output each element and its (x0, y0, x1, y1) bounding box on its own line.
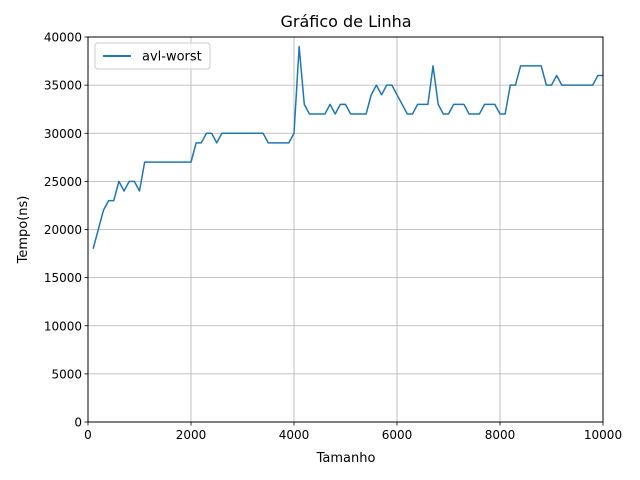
x-tick-label: 8000 (485, 428, 516, 442)
y-tick-label: 5000 (51, 367, 82, 381)
y-tick-label: 40000 (44, 31, 82, 45)
series-line-avl-worst (92, 45, 603, 249)
y-tick-label: 30000 (44, 127, 82, 141)
series-layer (92, 45, 603, 249)
legend: avl-worst (94, 42, 211, 70)
y-tick-label: 25000 (44, 175, 82, 189)
axis-ticks: 0 2000 4000 6000 8000 10000 0 5000 10000 15000 200… (44, 31, 622, 443)
chart-title: Gráfico de Linha (280, 12, 411, 31)
y-tick-label: 10000 (44, 319, 82, 333)
y-tick-label: 15000 (44, 271, 82, 285)
x-tick-label: 4000 (279, 428, 310, 442)
x-tick-label: 10000 (584, 428, 622, 442)
x-axis-label: Tamanho (316, 451, 376, 466)
legend-box (94, 42, 211, 70)
legend-label: avl-worst (142, 50, 202, 65)
y-axis-label: Tempo(ns) (16, 196, 31, 265)
y-tick-label: 20000 (44, 223, 82, 237)
x-tick-label: 2000 (176, 428, 207, 442)
y-tick-label: 35000 (44, 79, 82, 93)
x-tick-label: 0 (84, 428, 92, 442)
y-tick-label: 0 (74, 416, 82, 430)
x-tick-label: 6000 (382, 428, 413, 442)
